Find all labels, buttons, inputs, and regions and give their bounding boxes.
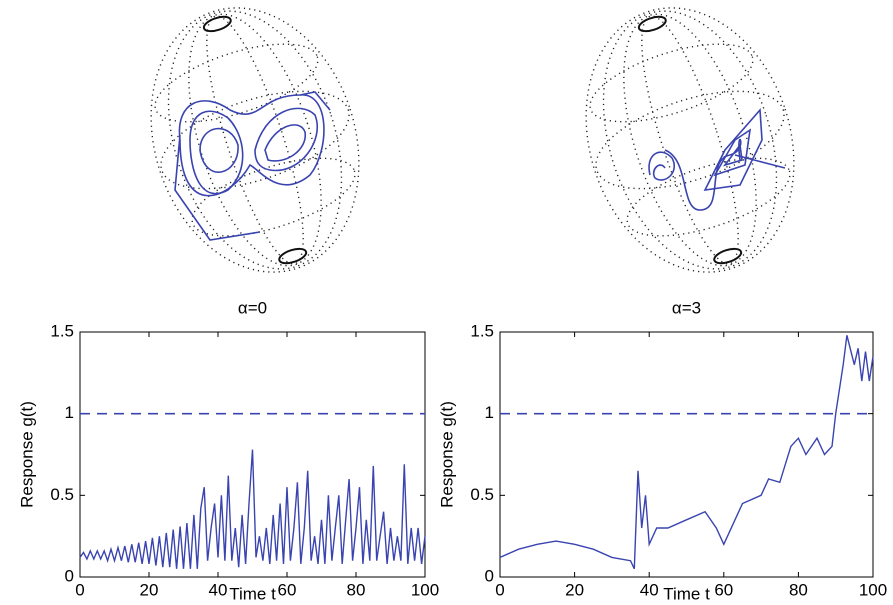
x-tick-label: 80 — [789, 580, 808, 599]
panel-title: α=0 — [238, 298, 267, 317]
x-axis-label: Time t — [229, 584, 276, 603]
x-tick-label: 60 — [714, 580, 733, 599]
x-tick-label: 20 — [140, 580, 159, 599]
x-tick-label: 80 — [347, 580, 366, 599]
y-axis-label: Response g(t) — [17, 401, 36, 508]
x-tick-label: 100 — [859, 580, 887, 599]
x-tick-label: 40 — [640, 580, 659, 599]
trajectory-right — [648, 108, 786, 211]
y-tick-label: 0.5 — [470, 485, 494, 504]
plot-frame — [79, 331, 426, 578]
x-tick-label: 60 — [278, 580, 297, 599]
x-tick-label: 0 — [75, 580, 84, 599]
attractor-sphere-right — [585, 7, 795, 273]
x-tick-label: 40 — [209, 580, 228, 599]
data-line — [499, 335, 874, 570]
x-tick-label: 20 — [565, 580, 584, 599]
x-tick-label: 100 — [411, 580, 439, 599]
data-line — [79, 449, 426, 569]
x-axis-label: Time t — [663, 584, 710, 603]
trajectory-left — [174, 91, 331, 241]
y-axis-label: Response g(t) — [437, 401, 456, 508]
plot-frame — [499, 331, 874, 578]
y-tick-label: 0 — [485, 566, 494, 585]
x-tick-label: 0 — [495, 580, 504, 599]
y-tick-label: 1.5 — [50, 321, 74, 340]
y-tick-label: 1.5 — [470, 321, 494, 340]
y-tick-label: 1 — [485, 403, 494, 422]
y-tick-label: 0.5 — [50, 485, 74, 504]
panel-title: α=3 — [672, 298, 701, 317]
y-tick-label: 1 — [65, 403, 74, 422]
y-tick-label: 0 — [65, 566, 74, 585]
